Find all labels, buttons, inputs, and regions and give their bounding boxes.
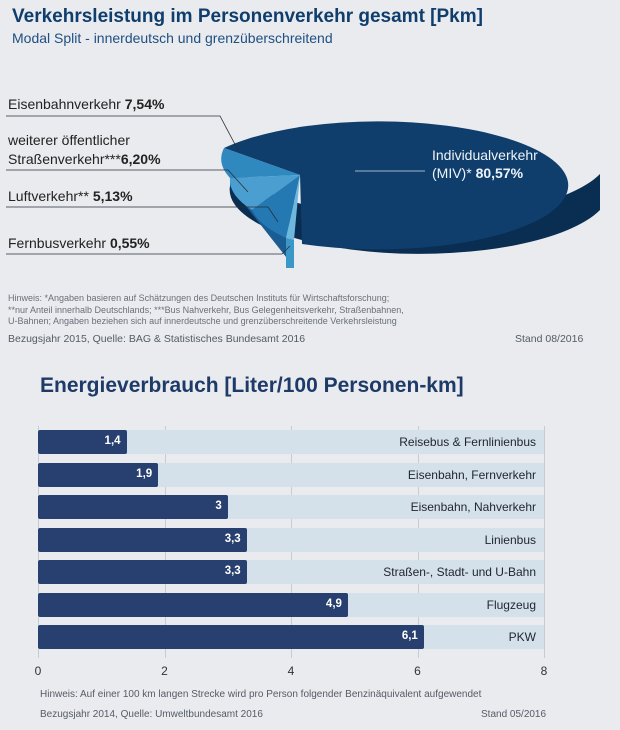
grid-line <box>544 426 545 658</box>
pie-label-eisenbahn: Eisenbahnverkehr 7,54% <box>8 96 165 112</box>
pie-slice-eisenbahn <box>221 148 300 178</box>
pie-note-line: **nur Anteil innerhalb Deutschlands; ***… <box>8 304 404 315</box>
bar-value-label: 1,9 <box>136 467 153 480</box>
pie-label-luft: Luftverkehr** 5,13% <box>8 188 133 204</box>
bar <box>38 527 247 552</box>
pie-slice-fernbus <box>286 175 300 240</box>
leader-line-eisenbahn <box>6 115 239 151</box>
bar-value-label: 3 <box>215 500 222 513</box>
x-tick-label: 0 <box>34 663 42 678</box>
bar-category-label: Linienbus <box>484 532 536 547</box>
bar-value-label: 3,3 <box>224 565 241 578</box>
bar-stand: Stand 05/2016 <box>481 709 547 720</box>
pie-label-miv: (MIV)* 80,57% <box>432 165 524 181</box>
x-tick-label: 8 <box>540 663 548 678</box>
x-tick-label: 4 <box>287 663 295 678</box>
bar-source: Bezugsjahr 2014, Quelle: Umweltbundesamt… <box>40 709 263 720</box>
bar <box>38 462 159 487</box>
pie-label-oepnv: Straßenverkehr***6,20% <box>8 151 161 167</box>
x-tick-label: 6 <box>414 663 421 678</box>
pie-label-miv-line1: Individualverkehr <box>432 147 538 163</box>
bar <box>38 430 127 455</box>
bar-category-label: Flugzeug <box>486 597 536 612</box>
pie-side-fernbus <box>286 226 294 268</box>
pie-slice-oepnv <box>229 175 300 210</box>
pie-note-line: U-Bahnen; Angaben beziehen sich auf inne… <box>8 316 397 326</box>
leader-line-fernbus <box>6 245 291 255</box>
bar-category-label: Reisebus & Fernlinienbus <box>399 435 536 450</box>
bar <box>38 625 424 650</box>
bar-chart-title: Energieverbrauch [Liter/100 Personen-km] <box>40 374 464 397</box>
pie-slice-luft <box>252 175 300 238</box>
bar-note: Hinweis: Auf einer 100 km langen Strecke… <box>40 689 482 700</box>
pie-chart-subtitle: Modal Split - innerdeutsch und grenzüber… <box>12 30 333 46</box>
bar <box>38 495 228 520</box>
x-tick-label: 2 <box>161 663 168 678</box>
pie-note: Hinweis: *Angaben basieren auf Schätzung… <box>8 293 404 328</box>
leader-line-oepnv <box>6 169 249 193</box>
bar <box>38 560 247 585</box>
bar-value-label: 3,3 <box>224 532 241 545</box>
bar-category-label: PKW <box>508 630 536 645</box>
bar-category-label: Straßen-, Stadt- und U-Bahn <box>383 565 536 580</box>
bar-category-label: Eisenbahn, Nahverkehr <box>410 500 536 515</box>
leader-line-luft <box>6 206 279 223</box>
pie-chart <box>6 115 601 268</box>
pie-slice-miv <box>224 121 569 250</box>
bar-value-label: 6,1 <box>401 630 418 643</box>
bar-value-label: 1,4 <box>104 435 121 448</box>
pie-chart-title: Verkehrsleistung im Personenverkehr gesa… <box>12 6 483 27</box>
bar-value-label: 4,9 <box>325 597 342 610</box>
pie-label-oepnv-line1: weiterer öffentlicher <box>8 132 130 148</box>
pie-source: Bezugsjahr 2015, Quelle: BAG & Statistis… <box>8 333 306 345</box>
bar-category-label: Eisenbahn, Fernverkehr <box>407 467 536 482</box>
pie-stand: Stand 08/2016 <box>515 333 584 345</box>
pie-note-line: Hinweis: *Angaben basieren auf Schätzung… <box>8 293 390 303</box>
bar <box>38 592 348 617</box>
pie-label-fernbus: Fernbusverkehr 0,55% <box>8 235 150 251</box>
